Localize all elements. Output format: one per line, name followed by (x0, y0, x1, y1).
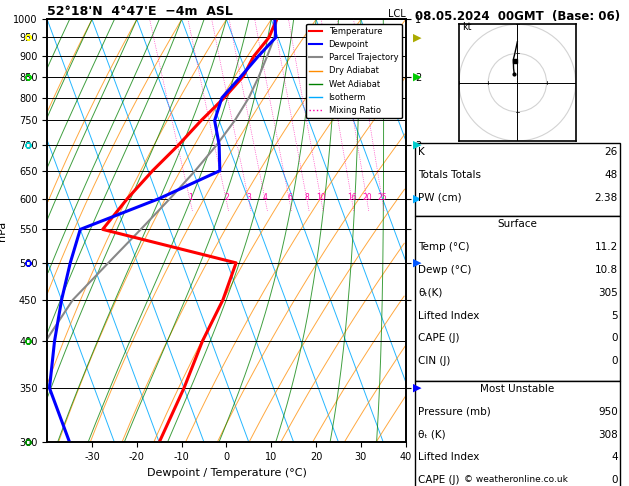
Text: θₜ(K): θₜ(K) (418, 288, 443, 298)
Text: 48: 48 (604, 170, 618, 180)
Text: LCL: LCL (388, 9, 406, 19)
Text: Lifted Index: Lifted Index (418, 311, 480, 321)
Text: 10.8: 10.8 (594, 265, 618, 275)
Text: 08.05.2024  00GMT  (Base: 06): 08.05.2024 00GMT (Base: 06) (415, 10, 620, 23)
Text: CIN (J): CIN (J) (418, 356, 450, 366)
Text: Lifted Index: Lifted Index (418, 452, 480, 463)
Text: ▶: ▶ (413, 33, 422, 42)
Text: 0: 0 (611, 356, 618, 366)
Text: 4: 4 (263, 193, 268, 202)
Text: ▶: ▶ (413, 258, 422, 268)
Y-axis label: hPa: hPa (0, 221, 8, 241)
Text: 20: 20 (362, 193, 372, 202)
X-axis label: Dewpoint / Temperature (°C): Dewpoint / Temperature (°C) (147, 468, 306, 478)
Legend: Temperature, Dewpoint, Parcel Trajectory, Dry Adiabat, Wet Adiabat, Isotherm, Mi: Temperature, Dewpoint, Parcel Trajectory… (306, 24, 401, 118)
Text: 950: 950 (598, 407, 618, 417)
Text: 3: 3 (247, 193, 252, 202)
Text: 10: 10 (316, 193, 326, 202)
Y-axis label: km
ASL: km ASL (438, 231, 456, 252)
Text: 4: 4 (611, 452, 618, 463)
Text: ▶: ▶ (413, 383, 422, 393)
Text: ▶: ▶ (413, 194, 422, 204)
Text: 6: 6 (287, 193, 292, 202)
Text: ▶: ▶ (413, 139, 422, 150)
Text: 25: 25 (378, 193, 387, 202)
Text: 2.38: 2.38 (594, 193, 618, 203)
Text: 52°18'N  4°47'E  −4m  ASL: 52°18'N 4°47'E −4m ASL (47, 5, 233, 18)
Text: Totals Totals: Totals Totals (418, 170, 481, 180)
Text: © weatheronline.co.uk: © weatheronline.co.uk (464, 474, 568, 484)
Text: 1: 1 (188, 193, 192, 202)
Text: 26: 26 (604, 147, 618, 157)
Text: Most Unstable: Most Unstable (480, 384, 555, 394)
Text: PW (cm): PW (cm) (418, 193, 462, 203)
Text: 0: 0 (611, 333, 618, 344)
Text: CAPE (J): CAPE (J) (418, 475, 460, 486)
Text: 0: 0 (611, 475, 618, 486)
Text: 2: 2 (224, 193, 229, 202)
Text: 16: 16 (347, 193, 357, 202)
Text: CAPE (J): CAPE (J) (418, 333, 460, 344)
Text: 5: 5 (611, 311, 618, 321)
Text: ▶: ▶ (413, 71, 422, 82)
Text: 305: 305 (598, 288, 618, 298)
Text: K: K (418, 147, 425, 157)
Text: Surface: Surface (498, 219, 537, 229)
Text: kt: kt (462, 22, 472, 32)
Text: 8: 8 (305, 193, 309, 202)
Text: 11.2: 11.2 (594, 242, 618, 252)
Text: Temp (°C): Temp (°C) (418, 242, 470, 252)
Text: Pressure (mb): Pressure (mb) (418, 407, 491, 417)
Text: 308: 308 (598, 430, 618, 440)
Text: Dewp (°C): Dewp (°C) (418, 265, 472, 275)
Text: θₜ (K): θₜ (K) (418, 430, 446, 440)
